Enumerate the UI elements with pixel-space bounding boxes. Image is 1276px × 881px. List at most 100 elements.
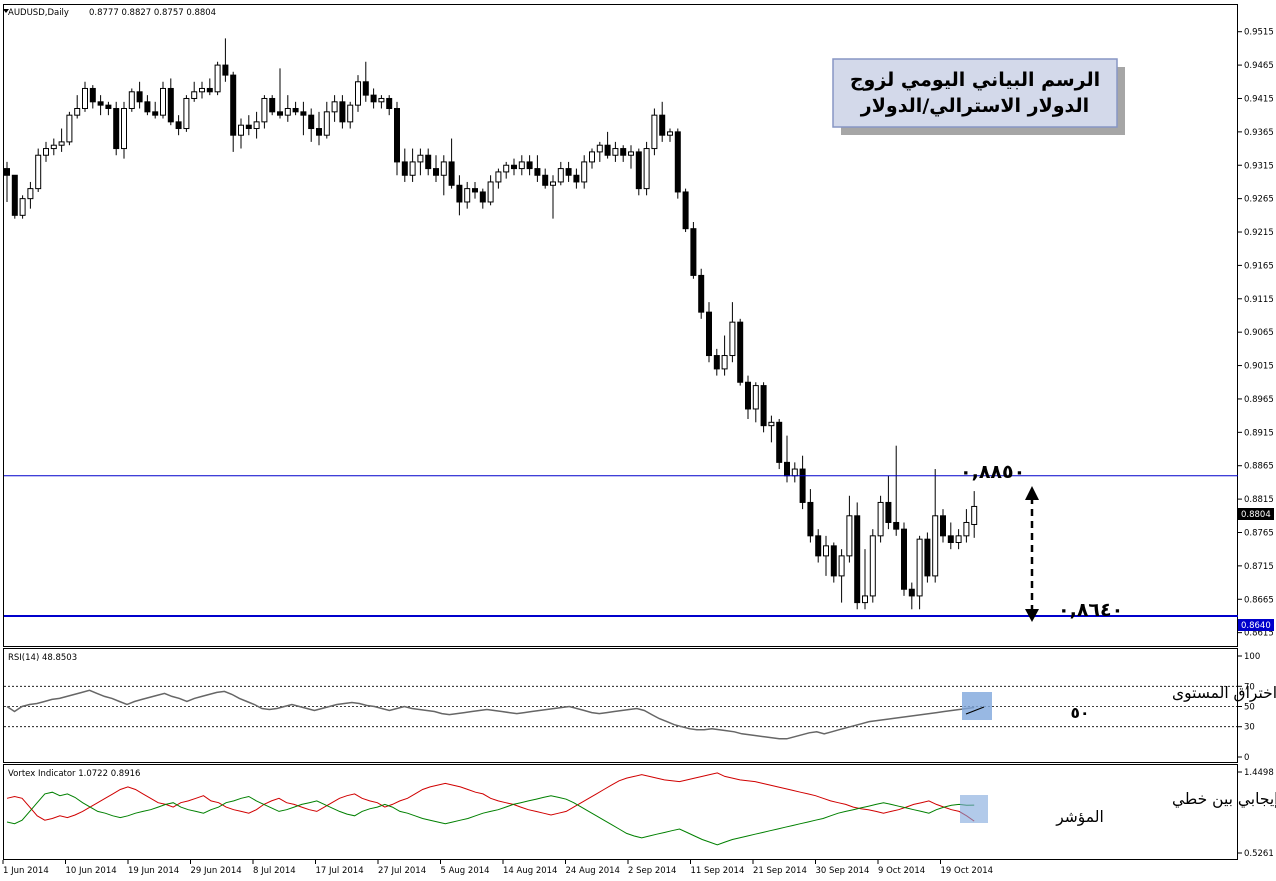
- candle-5: [43, 141, 49, 162]
- candle-9: [74, 95, 81, 119]
- candle-118: [924, 532, 931, 583]
- candle-121: [947, 522, 954, 550]
- price-tick-label-17: 0.8665: [1244, 595, 1274, 605]
- candle-52: [409, 148, 416, 182]
- candle-76: [596, 141, 603, 162]
- candle-26: [206, 78, 213, 96]
- candle-19: [152, 101, 159, 119]
- date-tick-label-10: 2 Sep 2014: [628, 866, 676, 876]
- candle-10: [82, 81, 88, 112]
- date-tick-label-11: 11 Sep 2014: [691, 866, 745, 876]
- candle-28: [222, 38, 229, 82]
- candle-64: [503, 161, 510, 179]
- candle-47: [370, 88, 377, 109]
- candle-114: [893, 445, 900, 536]
- candle-65: [511, 158, 517, 176]
- vortex-tick-label-1: 0.5261: [1244, 849, 1274, 859]
- candle-40: [316, 111, 322, 146]
- candle-115: [901, 522, 907, 596]
- date-tick-label-13: 30 Sep 2014: [816, 866, 870, 876]
- candle-27: [214, 61, 221, 96]
- candle-85: [667, 128, 673, 142]
- candle-67: [526, 155, 533, 176]
- rsi-line: [6, 689, 975, 740]
- candlestick-series: [4, 38, 978, 610]
- level-lines: [4, 475, 1238, 617]
- candle-17: [136, 81, 143, 109]
- vortex-minus-line: [6, 772, 975, 822]
- candle-101: [791, 462, 798, 483]
- price-tick-label-3: 0.9365: [1244, 128, 1274, 138]
- vortex-highlight: [960, 795, 988, 823]
- price-tick-label-5: 0.9265: [1244, 195, 1274, 205]
- candle-82: [643, 141, 650, 196]
- date-tick-label-5: 17 Jul 2014: [316, 866, 364, 876]
- candle-15: [121, 101, 127, 159]
- rsi-axis: 100 70 50 30 0: [4, 652, 1260, 763]
- price-tick-label-8: 0.9115: [1244, 295, 1274, 305]
- candle-39: [308, 108, 315, 142]
- rsi-tick-label-2: 50: [1244, 703, 1255, 713]
- candle-73: [573, 168, 580, 189]
- title-line-2: الدولار الاسترالي/الدولار: [860, 95, 1089, 117]
- date-tick-label-3: 29 Jun 2014: [191, 866, 242, 876]
- candle-55: [433, 155, 439, 182]
- candle-22: [175, 115, 182, 136]
- ohlc-label: 0.8777 0.8827 0.8757 0.8804: [89, 8, 216, 18]
- candle-32: [253, 111, 260, 139]
- candle-98: [768, 415, 775, 443]
- rsi-annotation: محاولة اختراق المستوى: [1172, 684, 1276, 703]
- candle-81: [635, 148, 642, 196]
- candle-44: [347, 101, 354, 129]
- dropdown-triangle-icon[interactable]: [3, 9, 9, 13]
- rsi-highlight-arrow: [965, 706, 985, 715]
- price-tick-label-12: 0.8915: [1244, 428, 1274, 438]
- candle-35: [277, 68, 283, 119]
- vortex-annotation: تقاطع إيجابي بين خطي: [1172, 790, 1276, 809]
- date-tick-label-14: 9 Oct 2014: [878, 866, 925, 876]
- candle-96: [752, 382, 759, 423]
- candle-122: [955, 529, 962, 550]
- panel-frames: [3, 4, 1238, 860]
- candle-23: [183, 95, 190, 132]
- candle-31: [245, 115, 252, 136]
- candle-7: [58, 128, 65, 152]
- rsi-tick-label-0: 100: [1244, 652, 1260, 662]
- price-tick-label-18: 0.8615: [1244, 629, 1274, 639]
- candle-71: [557, 161, 564, 186]
- candle-4: [35, 148, 42, 192]
- candle-107: [838, 549, 845, 603]
- candle-33: [261, 95, 268, 129]
- candle-92: [721, 335, 728, 376]
- candle-103: [807, 489, 814, 543]
- candle-112: [877, 495, 884, 543]
- rsi-highlight: [962, 692, 992, 720]
- level-label-lower: ٠,٨٦٤٠: [1058, 599, 1123, 621]
- candle-3: [27, 181, 34, 209]
- price-axis: 0.9515 0.9465 0.9415 0.9365 0.9315 0.9265 0.92…: [1238, 28, 1274, 639]
- candle-18: [144, 95, 151, 116]
- candle-56: [440, 155, 447, 196]
- candle-13: [105, 101, 112, 116]
- candle-45: [355, 75, 361, 112]
- candle-51: [401, 148, 408, 182]
- vortex-annotation-2: المؤشر: [1055, 808, 1104, 826]
- candle-69: [542, 168, 549, 189]
- candle-94: [737, 318, 744, 386]
- candle-29: [230, 71, 237, 152]
- candle-43: [339, 95, 346, 129]
- candle-123: [963, 509, 970, 543]
- candle-6: [50, 138, 57, 156]
- candle-90: [706, 302, 712, 363]
- candle-66: [518, 155, 525, 176]
- candle-46: [362, 61, 369, 102]
- candle-0: [4, 161, 10, 202]
- candle-34: [269, 95, 276, 116]
- date-tick-label-12: 21 Sep 2014: [753, 866, 807, 876]
- candle-25: [199, 81, 205, 99]
- title-box: الرسم البياني اليومي لزوج الدولار الاستر…: [832, 58, 1125, 135]
- candle-61: [479, 188, 486, 209]
- candle-54: [425, 148, 432, 176]
- svg-text:0.8804: 0.8804: [1241, 510, 1271, 520]
